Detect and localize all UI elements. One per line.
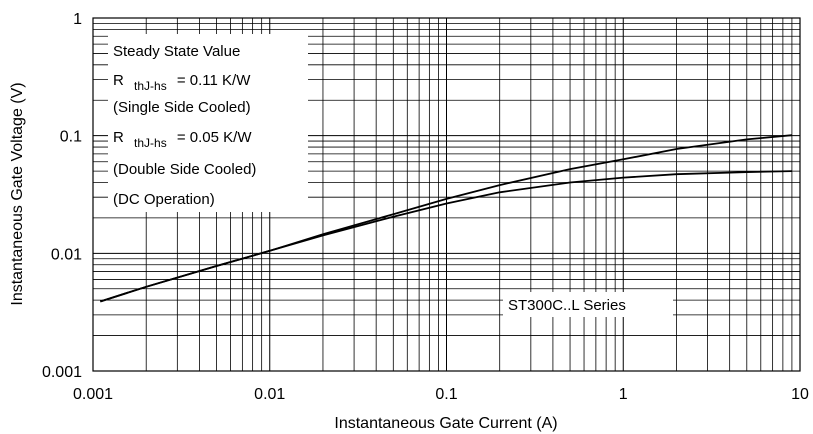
y-tick-label: 0.01 [51, 246, 82, 263]
curves [100, 134, 792, 303]
x-tick-label: 0.1 [435, 386, 457, 403]
legend-r-double: R thJ-hs = 0.05 K/W [113, 129, 252, 151]
series-annotation-background [503, 292, 673, 317]
y-tick-label: 0.001 [42, 364, 82, 381]
legend-steady-state: Steady State Value [113, 43, 240, 60]
legend-background [108, 34, 308, 212]
legend-r-single-symbol: R [113, 72, 124, 89]
legend-r-double-subscript: thJ-hs [134, 136, 167, 150]
x-tick-labels: 0.001 0.01 0.1 1 10 [73, 386, 809, 403]
x-tick-label: 0.001 [73, 386, 113, 403]
legend-r-single-value: = 0.11 K/W [177, 72, 251, 89]
series-line-2 [100, 170, 792, 303]
x-axis-label: Instantaneous Gate Current (A) [334, 415, 557, 432]
legend-single-side: (Single Side Cooled) [113, 99, 251, 116]
plot-frame [92, 17, 801, 372]
y-axis-label: Instantaneous Gate Voltage (V) [9, 82, 26, 305]
y-tick-label: 0.1 [60, 129, 82, 146]
legend-double-side: (Double Side Cooled) [113, 161, 256, 178]
x-tick-label: 0.01 [254, 386, 285, 403]
legend-dc-operation: (DC Operation) [113, 191, 215, 208]
legend-r-single: R thJ-hs = 0.11 K/W [113, 72, 251, 94]
y-tick-labels: 0.001 0.01 0.1 1 [42, 11, 82, 381]
legend-r-single-subscript: thJ-hs [134, 79, 167, 93]
legend-r-double-value: = 0.05 K/W [177, 129, 252, 146]
legend: Steady State Value R thJ-hs = 0.11 K/W (… [108, 34, 308, 212]
x-tick-label: 10 [791, 386, 809, 403]
legend-r-double-symbol: R [113, 129, 124, 146]
series-annotation-label: ST300C..L Series [508, 297, 626, 314]
series-annotation: ST300C..L Series [503, 292, 673, 317]
y-tick-label: 1 [73, 11, 82, 28]
x-tick-label: 1 [619, 386, 628, 403]
